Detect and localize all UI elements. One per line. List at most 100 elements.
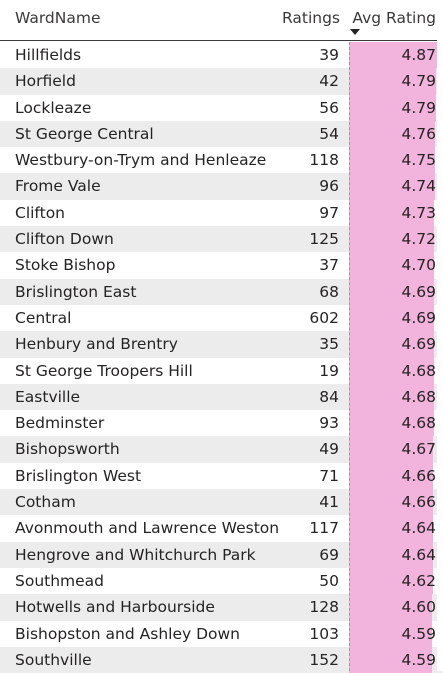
table-row[interactable]: Eastville 84 4.68 [0, 383, 443, 411]
ratings-cell: 602 [309, 308, 339, 327]
column-divider [349, 42, 350, 671]
avg-rating-data-bar [349, 462, 433, 490]
ratings-cell: 49 [319, 440, 339, 459]
table-row[interactable]: Hotwells and Harbourside 128 4.60 [0, 594, 443, 621]
ward-name-cell: Horfield [15, 72, 76, 91]
sort-descending-icon[interactable] [350, 29, 360, 35]
table-row[interactable]: Hillfields 39 4.87 [0, 42, 443, 69]
avg-rating-data-bar [349, 357, 434, 384]
avg-rating-cell: 4.67 [401, 440, 436, 459]
avg-rating-cell: 4.66 [401, 466, 436, 485]
avg-rating-data-bar [349, 304, 434, 332]
ward-name-cell: Brislington West [15, 466, 142, 485]
avg-rating-data-bar [349, 147, 435, 174]
ward-name-cell: Clifton Down [15, 230, 114, 249]
ward-name-cell: Lockleaze [15, 98, 92, 117]
avg-rating-data-bar [349, 383, 434, 411]
avg-rating-data-bar [349, 226, 434, 253]
ward-name-cell: Cotham [15, 493, 76, 512]
ratings-cell: 125 [309, 230, 339, 249]
avg-rating-data-bar [349, 620, 432, 647]
avg-rating-cell: 4.68 [401, 387, 436, 406]
avg-rating-cell: 4.64 [401, 519, 436, 538]
avg-rating-cell: 4.59 [401, 650, 436, 669]
ratings-cell: 35 [319, 335, 339, 354]
table-row[interactable]: Horfield 42 4.79 [0, 68, 443, 95]
table-row[interactable]: Southmead 50 4.62 [0, 567, 443, 595]
table-row[interactable]: Avonmouth and Lawrence Weston 117 4.64 [0, 515, 443, 542]
column-header-ratings[interactable]: Ratings [281, 9, 340, 27]
table-row[interactable]: Hengrove and Whitchurch Park 69 4.64 [0, 541, 443, 568]
ratings-cell: 19 [319, 361, 339, 380]
table-row[interactable]: Clifton 97 4.73 [0, 199, 443, 227]
ward-name-cell: Frome Vale [15, 177, 101, 196]
avg-rating-cell: 4.69 [401, 308, 436, 327]
table-row[interactable]: Bishopsworth 49 4.67 [0, 436, 443, 463]
ratings-cell: 54 [319, 124, 339, 143]
table-row[interactable]: Henbury and Brentry 35 4.69 [0, 331, 443, 358]
table-row[interactable]: Frome Vale 96 4.74 [0, 173, 443, 200]
avg-rating-data-bar [349, 42, 437, 69]
avg-rating-data-bar [349, 541, 433, 568]
ratings-cell: 117 [309, 519, 339, 538]
ward-name-cell: Hotwells and Harbourside [15, 598, 215, 617]
table-row[interactable]: Stoke Bishop 37 4.70 [0, 252, 443, 279]
avg-rating-cell: 4.59 [401, 624, 436, 643]
table-row[interactable]: Lockleaze 56 4.79 [0, 94, 443, 121]
avg-rating-data-bar [349, 252, 434, 279]
ward-name-cell: St George Troopers Hill [15, 361, 193, 380]
ward-name-cell: Southmead [15, 571, 105, 590]
table-row[interactable]: St George Troopers Hill 19 4.68 [0, 357, 443, 384]
ratings-cell: 41 [319, 493, 339, 512]
table-row[interactable]: Cotham 41 4.66 [0, 489, 443, 516]
ward-name-cell: Bedminster [15, 414, 105, 433]
ratings-cell: 93 [319, 414, 339, 433]
scrollbar-track[interactable] [437, 0, 443, 671]
avg-rating-data-bar [349, 410, 434, 437]
avg-rating-cell: 4.79 [401, 72, 436, 91]
avg-rating-cell: 4.74 [401, 177, 436, 196]
avg-rating-cell: 4.87 [401, 46, 436, 64]
ratings-cell: 56 [319, 98, 339, 117]
ward-name-cell: Central [15, 308, 72, 327]
table-row[interactable]: Central 602 4.69 [0, 304, 443, 332]
avg-rating-cell: 4.60 [401, 598, 436, 617]
ratings-cell: 68 [319, 282, 339, 301]
avg-rating-cell: 4.76 [401, 124, 436, 143]
table-row[interactable]: Bedminster 93 4.68 [0, 410, 443, 437]
avg-rating-cell: 4.75 [401, 151, 436, 170]
ratings-cell: 71 [319, 466, 339, 485]
avg-rating-data-bar [349, 173, 435, 200]
ratings-cell: 97 [319, 203, 339, 222]
avg-rating-cell: 4.79 [401, 98, 436, 117]
avg-rating-data-bar [349, 646, 432, 673]
avg-rating-data-bar [349, 68, 436, 95]
avg-rating-data-bar [349, 567, 433, 595]
avg-rating-cell: 4.69 [401, 335, 436, 354]
ratings-cell: 37 [319, 256, 339, 275]
avg-rating-data-bar [349, 436, 433, 463]
column-header-wardname[interactable]: WardName [15, 9, 101, 27]
table-body: Hillfields 39 4.87 Horfield 42 4.79 Lockleaze 5… [0, 42, 443, 673]
avg-rating-cell: 4.70 [401, 256, 436, 275]
avg-rating-cell: 4.62 [401, 571, 436, 590]
table-row[interactable]: Brislington East 68 4.69 [0, 278, 443, 305]
ward-name-cell: Henbury and Brentry [15, 335, 178, 354]
avg-rating-data-bar [349, 331, 434, 358]
table-row[interactable]: Bishopston and Ashley Down 103 4.59 [0, 620, 443, 647]
ward-name-cell: Stoke Bishop [15, 256, 116, 275]
ward-name-cell: Clifton [15, 203, 66, 222]
ward-name-cell: Bishopston and Ashley Down [15, 624, 240, 643]
table-row[interactable]: Brislington West 71 4.66 [0, 462, 443, 490]
avg-rating-data-bar [349, 278, 434, 305]
avg-rating-data-bar [349, 594, 432, 621]
table-row[interactable]: Clifton Down 125 4.72 [0, 226, 443, 253]
avg-rating-data-bar [349, 515, 433, 542]
avg-rating-data-bar [349, 489, 433, 516]
table-row[interactable]: St George Central 54 4.76 [0, 120, 443, 148]
ward-name-cell: Southville [15, 650, 92, 669]
column-header-avg-rating[interactable]: Avg Rating [352, 9, 436, 27]
table-row[interactable]: Westbury-on-Trym and Henleaze 118 4.75 [0, 147, 443, 174]
avg-rating-cell: 4.73 [401, 203, 436, 222]
table-row[interactable]: Southville 152 4.59 [0, 646, 443, 673]
